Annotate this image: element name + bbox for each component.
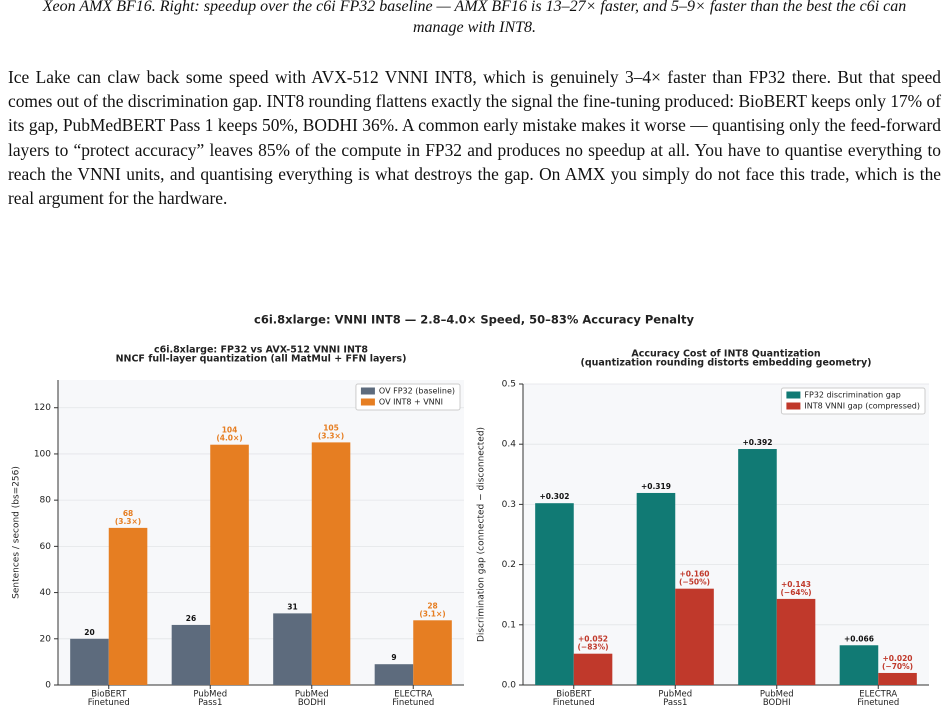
bar — [311, 442, 351, 685]
value-label: 20 — [84, 628, 94, 637]
x-tick-label: Pass1 — [663, 698, 687, 708]
y-tick-label: 0 — [45, 681, 51, 691]
value-label: +0.143 — [781, 580, 811, 589]
value-label: +0.319 — [641, 482, 671, 491]
value-label: 68 — [123, 509, 133, 518]
legend-label: OV INT8 + VNNI — [379, 398, 443, 407]
y-tick-label: 60 — [40, 542, 52, 552]
bar — [535, 503, 574, 685]
y-tick-label: 100 — [34, 449, 51, 459]
chart-title: Accuracy Cost of INT8 Quantization — [631, 349, 821, 360]
bar — [273, 613, 312, 685]
value-label: 104 — [222, 426, 238, 435]
bar — [839, 645, 879, 685]
value-label: +0.020 — [883, 654, 913, 663]
bar — [636, 492, 676, 685]
bar — [878, 672, 917, 685]
x-tick-label: Finetuned — [88, 698, 130, 708]
figure-title: c6i.8xlarge: VNNI INT8 — 2.8–4.0× Speed,… — [254, 313, 694, 327]
y-tick-label: 0.0 — [502, 681, 517, 691]
y-tick-label: 80 — [40, 496, 52, 506]
value-label: 26 — [186, 614, 196, 623]
y-tick-label: 0.4 — [502, 440, 517, 450]
value-label: +0.066 — [844, 634, 874, 643]
bar — [675, 588, 714, 685]
x-tick-label: ELECTRA — [859, 690, 897, 700]
x-tick-label: BioBERT — [91, 690, 127, 700]
value-label: (3.1×) — [419, 609, 445, 618]
x-tick-label: PubMed — [658, 690, 692, 700]
value-label: 9 — [391, 653, 396, 662]
legend-swatch — [786, 391, 801, 399]
x-tick-label: Pass1 — [198, 698, 222, 708]
legend-label: FP32 discrimination gap — [804, 391, 900, 400]
value-label: (3.3×) — [115, 517, 141, 526]
y-axis-label: Discrimination gap (connected − disconne… — [477, 427, 487, 642]
y-tick-label: 0.1 — [502, 620, 516, 630]
chart-title: c6i.8xlarge: FP32 vs AVX-512 VNNI INT8 — [154, 345, 368, 356]
value-label: 31 — [287, 602, 297, 611]
x-tick-label: PubMed — [193, 690, 227, 700]
x-tick-label: Finetuned — [857, 698, 899, 708]
bar — [70, 638, 109, 685]
value-label: +0.392 — [742, 438, 772, 447]
value-label: (−64%) — [780, 588, 811, 597]
bar — [210, 444, 249, 685]
value-label: (−83%) — [577, 643, 608, 652]
y-tick-label: 40 — [40, 588, 52, 598]
x-tick-label: ELECTRA — [394, 690, 432, 700]
value-label: (3.3×) — [318, 431, 344, 440]
bar — [776, 598, 816, 685]
figure: c6i.8xlarge: VNNI INT8 — 2.8–4.0× Speed,… — [12, 313, 929, 708]
legend-swatch — [360, 387, 375, 395]
x-tick-label: BioBERT — [556, 690, 592, 700]
legend-swatch — [360, 398, 375, 406]
legend-label: OV FP32 (baseline) — [379, 387, 455, 396]
value-label: +0.302 — [539, 492, 569, 501]
value-label: +0.160 — [680, 570, 710, 579]
legend-box — [355, 383, 461, 411]
value-label: (4.0×) — [216, 434, 242, 443]
x-tick-label: Finetuned — [392, 698, 434, 708]
bar — [738, 449, 777, 685]
y-tick-label: 0.2 — [502, 560, 516, 570]
y-tick-label: 20 — [40, 634, 52, 644]
value-label: (−50%) — [679, 578, 710, 587]
chart-subtitle: (quantization rounding distorts embeddin… — [580, 358, 871, 369]
value-label: (−70%) — [882, 662, 913, 671]
plot-area — [523, 384, 929, 685]
y-axis-label: Sentences / second (bs=256) — [12, 466, 22, 599]
value-label: 105 — [323, 423, 339, 432]
x-tick-label: PubMed — [295, 690, 329, 700]
y-tick-label: 120 — [34, 403, 51, 413]
bar — [573, 653, 613, 685]
y-tick-label: 0.3 — [502, 500, 516, 510]
legend-box — [780, 387, 926, 415]
value-label: 28 — [427, 601, 437, 610]
bar — [374, 664, 414, 685]
bar — [171, 624, 211, 685]
chart-subtitle: NNCF full-layer quantization (all MatMul… — [116, 354, 407, 365]
y-tick-label: 0.5 — [502, 380, 516, 390]
bar — [108, 527, 148, 685]
figure-caption: Xeon AMX BF16. Right: speedup over the c… — [42, 0, 907, 36]
bar — [413, 620, 452, 685]
legend-swatch — [786, 402, 801, 410]
paragraph: Ice Lake can claw back some speed with A… — [8, 67, 941, 209]
legend-label: INT8 VNNI gap (compressed) — [804, 402, 920, 411]
x-tick-label: BODHI — [298, 698, 326, 708]
x-tick-label: BODHI — [763, 698, 791, 708]
value-label: +0.052 — [578, 635, 608, 644]
x-tick-label: Finetuned — [553, 698, 595, 708]
x-tick-label: PubMed — [760, 690, 794, 700]
